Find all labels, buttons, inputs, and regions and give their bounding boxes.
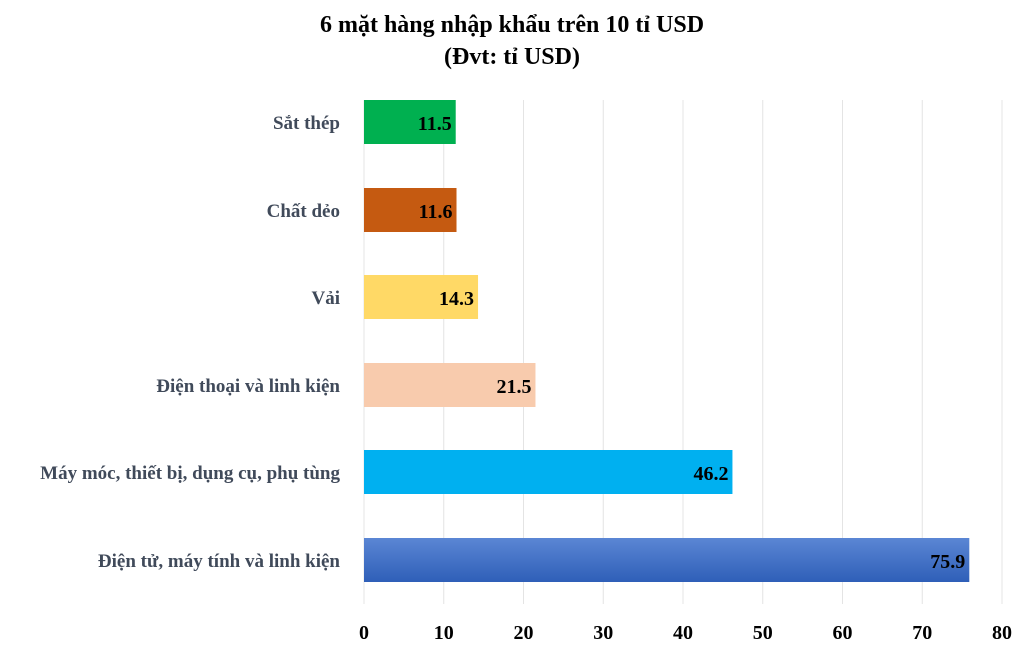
category-label: Sắt thép <box>273 113 340 134</box>
data-label: 11.5 <box>418 113 452 135</box>
category-label: Điện thoại và linh kiện <box>156 376 340 397</box>
category-label: Chất dẻo <box>267 201 340 222</box>
data-label: 46.2 <box>693 463 728 485</box>
bar <box>364 450 733 494</box>
bar <box>364 363 536 407</box>
data-label: 11.6 <box>419 201 453 223</box>
category-label: Vải <box>312 288 341 309</box>
x-tick-label: 40 <box>673 622 693 644</box>
x-tick-label: 70 <box>912 622 932 644</box>
x-tick-label: 80 <box>992 622 1012 644</box>
chart-title: 6 mặt hàng nhập khẩu trên 10 tỉ USD <box>320 12 704 38</box>
category-label: Máy móc, thiết bị, dụng cụ, phụ tùng <box>40 463 340 484</box>
x-tick-label: 0 <box>359 622 369 644</box>
data-label: 75.9 <box>930 551 965 573</box>
chart-subtitle: (Đvt: tỉ USD) <box>444 44 580 70</box>
bar <box>364 188 457 232</box>
bar <box>364 538 970 582</box>
bar <box>364 275 479 319</box>
data-label: 14.3 <box>439 288 474 310</box>
x-tick-label: 60 <box>833 622 853 644</box>
x-tick-label: 50 <box>753 622 773 644</box>
category-label: Điện tử, máy tính và linh kiện <box>98 551 341 572</box>
x-tick-label: 20 <box>514 622 534 644</box>
x-tick-label: 10 <box>434 622 454 644</box>
x-tick-label: 30 <box>593 622 613 644</box>
data-label: 21.5 <box>496 376 531 398</box>
bar <box>364 100 456 144</box>
